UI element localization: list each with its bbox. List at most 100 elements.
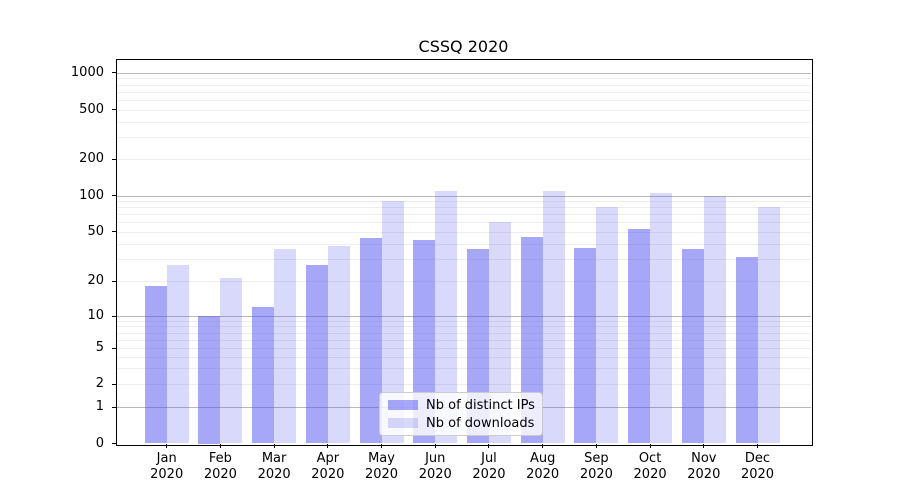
gridline-minor — [117, 368, 811, 370]
x-tick-label-line: 2020 — [633, 467, 667, 482]
bar-distinct-ips — [681, 249, 704, 444]
bar-downloads — [435, 190, 458, 444]
x-tick-label-line: Dec — [744, 451, 771, 466]
x-tick — [166, 443, 168, 448]
x-tick-label-line: 2020 — [472, 467, 506, 482]
y-tick — [112, 231, 117, 232]
gridline-minor — [117, 201, 811, 203]
bar-distinct-ips — [198, 316, 221, 444]
chart-title: CSSQ 2020 — [418, 37, 509, 56]
x-tick-label-line: Apr — [316, 451, 340, 466]
y-tick-label: 200 — [79, 151, 104, 166]
x-tick-label-line: 2020 — [687, 467, 721, 482]
bar-downloads — [596, 207, 619, 444]
y-tick — [112, 443, 117, 444]
x-tick-label-line: Sep — [584, 451, 609, 466]
legend-label: Nb of distinct IPs — [426, 397, 535, 413]
gridline-minor — [117, 339, 811, 341]
x-tick — [542, 443, 544, 448]
x-tick-label: Feb 2020 — [192, 451, 248, 483]
bar-distinct-ips — [574, 247, 597, 444]
x-tick — [703, 443, 705, 448]
x-tick-label-line: 2020 — [203, 467, 237, 482]
x-tick-label-line: Jul — [481, 451, 497, 466]
x-tick-label: Aug 2020 — [515, 451, 571, 483]
bar-distinct-ips — [520, 237, 543, 444]
gridline-minor — [117, 357, 811, 359]
bar-downloads — [220, 278, 243, 444]
gridline-minor — [117, 207, 811, 209]
bar-distinct-ips — [144, 286, 167, 444]
y-tick-label: 5 — [95, 340, 104, 356]
x-tick-label: Sep 2020 — [568, 451, 624, 483]
x-tick — [327, 443, 329, 448]
bar-downloads — [166, 264, 189, 444]
y-tick-label: 50 — [87, 223, 104, 239]
legend-swatch — [388, 418, 418, 428]
y-tick — [112, 315, 117, 317]
gridline-minor — [117, 99, 811, 101]
bar-downloads — [757, 207, 780, 444]
legend-label: Nb of downloads — [426, 415, 535, 431]
bar-downloads — [703, 195, 726, 444]
x-tick-label: Oct 2020 — [622, 451, 678, 483]
x-tick — [219, 443, 221, 448]
y-tick — [112, 406, 117, 408]
bar-downloads — [274, 249, 297, 444]
x-tick-label: Jun 2020 — [407, 451, 463, 483]
y-tick-label: 10 — [87, 308, 104, 323]
gridline-minor — [117, 320, 811, 322]
x-tick — [595, 443, 597, 448]
legend-swatch — [388, 400, 418, 410]
bar-downloads — [650, 193, 673, 444]
y-tick — [112, 280, 117, 282]
x-tick — [434, 443, 436, 448]
gridline-major — [117, 195, 811, 197]
x-tick-label-line: Jan — [156, 451, 177, 466]
gridline-major — [117, 316, 811, 317]
gridline-minor — [117, 231, 811, 233]
bar-downloads — [381, 201, 404, 444]
y-tick — [112, 195, 117, 197]
gridline-minor — [117, 109, 811, 111]
y-tick-label: 1 — [95, 399, 104, 415]
x-tick-label-line: Mar — [261, 451, 287, 466]
x-tick-label-line: 2020 — [311, 467, 345, 482]
y-tick — [112, 158, 117, 160]
y-tick — [112, 383, 117, 385]
gridline-minor — [117, 281, 811, 282]
x-tick-label-line: Nov — [691, 451, 717, 466]
bar-downloads — [327, 246, 350, 444]
gridline-minor — [117, 259, 811, 261]
y-tick-label: 1000 — [70, 64, 104, 80]
y-tick — [112, 72, 117, 74]
x-tick — [649, 443, 651, 448]
x-tick-label-line: Oct — [638, 451, 662, 466]
plot-area — [117, 60, 811, 444]
bar-distinct-ips — [252, 306, 275, 444]
bar-distinct-ips — [628, 229, 651, 444]
gridline-minor — [117, 348, 811, 350]
y-tick-label: 2 — [95, 376, 104, 392]
bar-distinct-ips — [359, 238, 382, 444]
x-tick — [381, 443, 383, 448]
gridline-minor — [117, 214, 811, 216]
bar-distinct-ips — [735, 257, 758, 444]
legend-item: Nb of downloads — [388, 416, 534, 431]
x-tick-label-line: 2020 — [418, 467, 452, 482]
x-tick-label-line: 2020 — [364, 467, 399, 482]
gridline-major — [117, 72, 811, 74]
x-tick-label: Jan 2020 — [139, 451, 195, 483]
gridline-minor — [117, 91, 811, 93]
gridline-minor — [117, 384, 811, 386]
x-tick-label-line: Jun — [425, 451, 446, 466]
gridline-minor — [117, 78, 811, 80]
y-tick — [112, 109, 117, 111]
x-tick-label-line: 2020 — [579, 467, 613, 482]
x-tick-label: Dec 2020 — [730, 451, 786, 483]
gridline-minor — [117, 159, 811, 160]
x-tick — [757, 443, 758, 448]
x-tick-label-line: Feb — [208, 451, 232, 466]
bar-downloads — [542, 190, 565, 444]
gridline-minor — [117, 243, 811, 245]
